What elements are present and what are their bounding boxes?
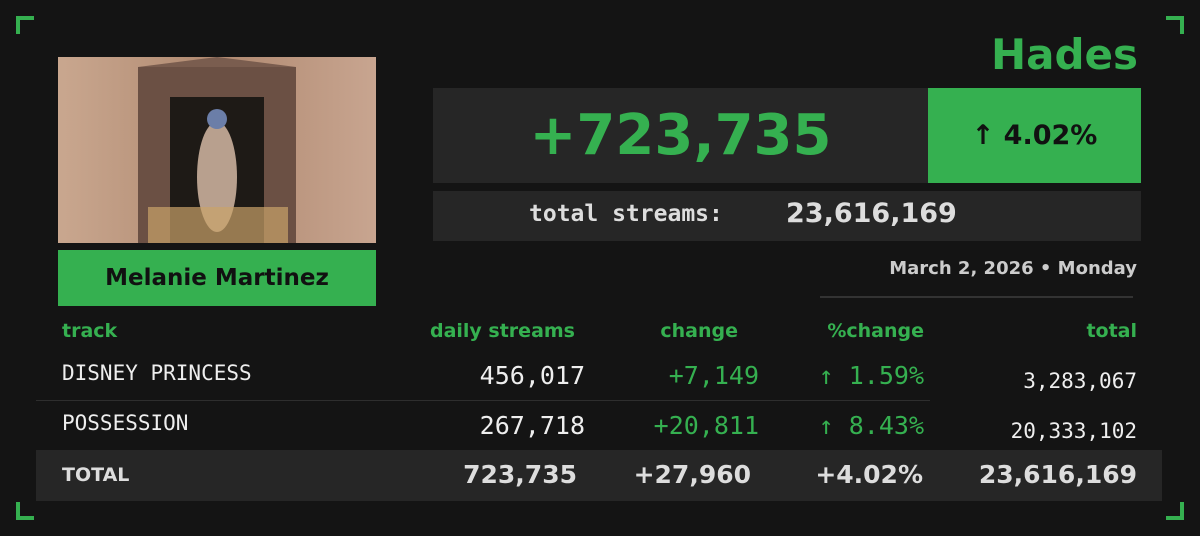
table-cell: 267,718 [479, 411, 585, 440]
row-divider [36, 400, 930, 401]
total-value: 23,616,169 [786, 198, 957, 229]
column-header: track [62, 320, 118, 342]
song-title: Hades [990, 30, 1138, 79]
column-header: daily streams [429, 320, 575, 342]
table-cell: 3,283,067 [1023, 369, 1137, 393]
total-cell: 23,616,169 [978, 460, 1137, 489]
table-cell: 20,333,102 [1010, 419, 1137, 443]
total-cell: +27,960 [633, 460, 751, 489]
divider [820, 296, 1133, 298]
corner [1166, 16, 1184, 34]
table-cell: POSSESSION [62, 411, 189, 435]
column-header: change [660, 320, 738, 342]
artist-name: Melanie Martinez [58, 250, 376, 306]
table-cell: ↑ 1.59% [818, 361, 924, 390]
corner [16, 16, 34, 34]
corner [1166, 502, 1184, 520]
total-cell: +4.02% [815, 460, 923, 489]
total-box [433, 191, 1141, 241]
total-label: total streams: [529, 201, 723, 227]
table-cell: +7,149 [668, 361, 759, 390]
total-cell: TOTAL [62, 464, 130, 486]
column-header: total [1086, 320, 1137, 342]
date: March 2, 2026 • Monday [889, 258, 1137, 279]
table-cell: ↑ 8.43% [818, 411, 924, 440]
total-row-bg [36, 450, 1162, 501]
daily-change: ↑ 4.02% [928, 88, 1141, 183]
table-cell: +20,811 [653, 411, 759, 440]
corner [16, 502, 34, 520]
table-cell: DISNEY PRINCESS [62, 361, 252, 385]
table-cell: 456,017 [479, 361, 585, 390]
album-art [58, 57, 376, 243]
daily-gain: +723,735 [433, 88, 928, 183]
column-header: %change [827, 320, 924, 342]
total-cell: 723,735 [463, 460, 577, 489]
